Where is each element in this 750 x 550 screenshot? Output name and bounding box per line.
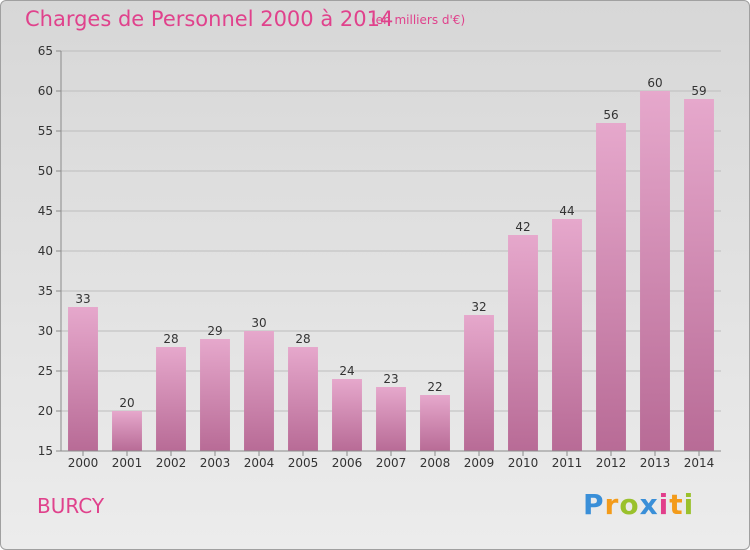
bar-2013 [640, 91, 670, 451]
logo-letter: i [683, 488, 695, 521]
value-label-2010: 42 [515, 220, 530, 234]
logo-letter: r [604, 488, 620, 521]
commune-name: BURCY [37, 494, 105, 518]
proxiti-logo[interactable]: Proxiti [583, 488, 694, 521]
value-label-2004: 30 [251, 316, 266, 330]
value-label-2013: 60 [647, 76, 662, 90]
y-tick-label: 45 [38, 204, 53, 218]
chart-title: Charges de Personnel 2000 à 2014 [25, 7, 394, 31]
value-label-2001: 20 [119, 396, 134, 410]
value-label-2008: 22 [427, 380, 442, 394]
y-tick-label: 55 [38, 124, 53, 138]
bar-2004 [244, 331, 274, 451]
y-tick-label: 65 [38, 44, 53, 58]
bar-2008 [420, 395, 450, 451]
y-tick-label: 25 [38, 364, 53, 378]
bar-2014 [684, 99, 714, 451]
value-label-2002: 28 [163, 332, 178, 346]
bar-2005 [288, 347, 318, 451]
axes [56, 50, 721, 456]
value-label-2012: 56 [603, 108, 618, 122]
y-tick-label: 60 [38, 84, 53, 98]
value-label-2005: 28 [295, 332, 310, 346]
value-label-2007: 23 [383, 372, 398, 386]
value-label-2009: 32 [471, 300, 486, 314]
logo-letter: P [583, 488, 605, 521]
x-tick-label-2012: 2012 [596, 456, 627, 470]
x-tick-label-2010: 2010 [508, 456, 539, 470]
y-tick-label: 30 [38, 324, 53, 338]
y-tick-label: 15 [38, 444, 53, 458]
x-tick-label-2004: 2004 [244, 456, 275, 470]
chart-unit: (en milliers d'€) [371, 13, 466, 27]
logo-letter: x [639, 488, 659, 521]
y-tick-label: 20 [38, 404, 53, 418]
y-tick-label: 50 [38, 164, 53, 178]
bar-2003 [200, 339, 230, 451]
logo-letter: o [619, 488, 640, 521]
x-tick-label-2000: 2000 [68, 456, 99, 470]
x-tick-label-2005: 2005 [288, 456, 319, 470]
x-tick-label-2014: 2014 [684, 456, 715, 470]
value-label-2006: 24 [339, 364, 354, 378]
bar-2007 [376, 387, 406, 451]
x-tick-label-2001: 2001 [112, 456, 143, 470]
x-tick-label-2002: 2002 [156, 456, 187, 470]
logo-letter: t [669, 488, 684, 521]
y-tick-label: 40 [38, 244, 53, 258]
labels: 15 20 25 30 35 40 45 50 55 60 65 33 2000 20 2001 28 2002… [38, 44, 715, 470]
x-tick-label-2009: 2009 [464, 456, 495, 470]
bar-2009 [464, 315, 494, 451]
value-label-2003: 29 [207, 324, 222, 338]
bar-2010 [508, 235, 538, 451]
y-tick-label: 35 [38, 284, 53, 298]
x-tick-label-2003: 2003 [200, 456, 231, 470]
x-tick-label-2006: 2006 [332, 456, 363, 470]
logo-letter: i [658, 488, 670, 521]
value-label-2000: 33 [75, 292, 90, 306]
x-tick-label-2013: 2013 [640, 456, 671, 470]
x-tick-label-2007: 2007 [376, 456, 407, 470]
x-tick-label-2008: 2008 [420, 456, 451, 470]
x-tick-label-2011: 2011 [552, 456, 583, 470]
bar-2001 [112, 411, 142, 451]
bars [68, 91, 714, 451]
value-label-2011: 44 [559, 204, 574, 218]
value-label-2014: 59 [691, 84, 706, 98]
bar-2011 [552, 219, 582, 451]
bar-2012 [596, 123, 626, 451]
bar-2006 [332, 379, 362, 451]
bar-2002 [156, 347, 186, 451]
bar-2000 [68, 307, 98, 451]
